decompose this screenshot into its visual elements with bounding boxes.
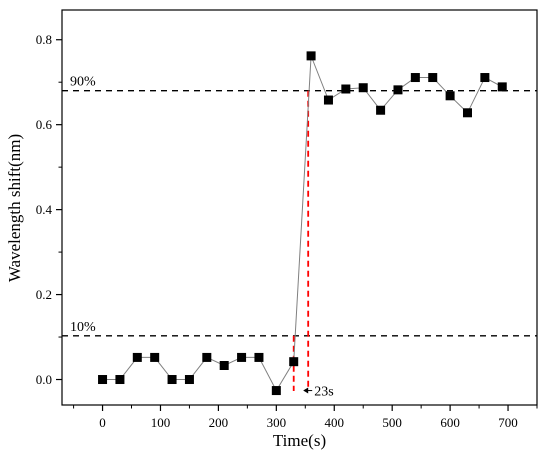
data-point	[306, 51, 316, 61]
data-point	[115, 375, 125, 385]
x-axis-ticks: 0 100 200 300 400 500 600 700	[73, 405, 538, 430]
reference-lines	[62, 89, 537, 337]
x-tick-label: 200	[209, 415, 229, 430]
reference-label-1: 10%	[70, 320, 96, 335]
y-tick-label: 0.2	[36, 287, 52, 302]
response-arrow-head	[303, 387, 309, 394]
x-tick-label: 300	[267, 415, 287, 430]
x-tick-label: 400	[325, 415, 345, 430]
response-time-markers: 23s	[292, 90, 334, 400]
data-point	[150, 352, 160, 362]
y-tick-label: 0.8	[36, 32, 52, 47]
data-point	[98, 375, 108, 385]
data-point	[289, 357, 299, 367]
series-line-group	[102, 55, 503, 392]
data-point	[202, 352, 212, 362]
response-time-label: 23s	[314, 385, 333, 400]
data-point	[237, 352, 247, 362]
y-axis-title: Wavelength shift(nm)	[5, 134, 24, 282]
data-point	[445, 91, 455, 101]
data-point	[341, 84, 351, 94]
data-point	[132, 352, 142, 362]
data-point	[358, 83, 368, 93]
data-point	[393, 85, 403, 95]
data-point	[462, 108, 472, 118]
x-axis-title: Time(s)	[273, 431, 326, 450]
data-point	[219, 361, 229, 370]
x-tick-label: 700	[498, 415, 518, 430]
x-tick-label: 100	[151, 415, 171, 430]
plot-frame	[61, 9, 538, 406]
data-point	[323, 95, 333, 105]
reference-labels: 90% 10%	[70, 75, 96, 335]
data-points	[98, 51, 507, 396]
x-tick-label: 600	[440, 415, 460, 430]
data-point	[167, 375, 177, 385]
y-tick-label: 0.6	[36, 117, 53, 132]
data-point	[184, 375, 194, 385]
series-line	[102, 55, 503, 392]
reference-label-0: 90%	[70, 75, 96, 90]
data-point	[376, 105, 386, 115]
y-axis-ticks: 0.0 0.2 0.4 0.6 0.8	[36, 32, 62, 387]
data-point	[497, 82, 507, 92]
y-tick-label: 0.4	[36, 202, 53, 217]
data-point	[428, 73, 438, 83]
y-tick-label: 0.0	[36, 372, 52, 387]
x-tick-label: 500	[382, 415, 402, 430]
data-point	[254, 352, 264, 362]
x-tick-label: 0	[99, 415, 106, 430]
data-point	[480, 73, 490, 83]
data-point	[271, 386, 281, 396]
data-point	[410, 73, 420, 83]
